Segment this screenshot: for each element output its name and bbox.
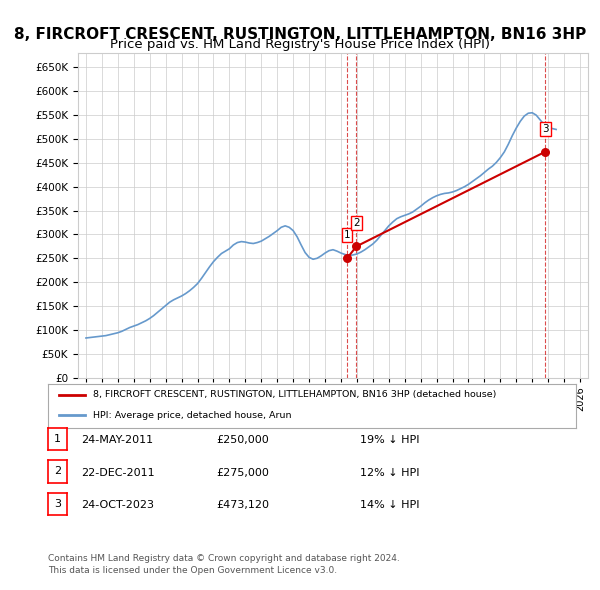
Text: 24-MAY-2011: 24-MAY-2011 (81, 435, 153, 445)
Text: 14% ↓ HPI: 14% ↓ HPI (360, 500, 419, 510)
Text: 3: 3 (54, 499, 61, 509)
Text: £250,000: £250,000 (216, 435, 269, 445)
Point (541, 147, 550, 156)
Text: 24-OCT-2023: 24-OCT-2023 (81, 500, 154, 510)
Text: £473,120: £473,120 (216, 500, 269, 510)
Text: 12% ↓ HPI: 12% ↓ HPI (360, 468, 419, 477)
Text: 22-DEC-2011: 22-DEC-2011 (81, 468, 155, 477)
Text: 2: 2 (353, 218, 360, 228)
Text: HPI: Average price, detached house, Arun: HPI: Average price, detached house, Arun (93, 411, 292, 420)
Text: 2: 2 (54, 467, 61, 476)
Point (342, 254, 352, 263)
Text: 1: 1 (54, 434, 61, 444)
Text: 8, FIRCROFT CRESCENT, RUSTINGTON, LITTLEHAMPTON, BN16 3HP (detached house): 8, FIRCROFT CRESCENT, RUSTINGTON, LITTLE… (93, 390, 496, 399)
Text: 8, FIRCROFT CRESCENT, RUSTINGTON, LITTLEHAMPTON, BN16 3HP: 8, FIRCROFT CRESCENT, RUSTINGTON, LITTLE… (14, 27, 586, 41)
Point (352, 242, 361, 251)
Text: Price paid vs. HM Land Registry's House Price Index (HPI): Price paid vs. HM Land Registry's House … (110, 38, 490, 51)
Text: £275,000: £275,000 (216, 468, 269, 477)
Text: 1: 1 (344, 230, 350, 240)
Text: Contains HM Land Registry data © Crown copyright and database right 2024.
This d: Contains HM Land Registry data © Crown c… (48, 554, 400, 575)
Text: 19% ↓ HPI: 19% ↓ HPI (360, 435, 419, 445)
Text: 3: 3 (542, 124, 548, 134)
